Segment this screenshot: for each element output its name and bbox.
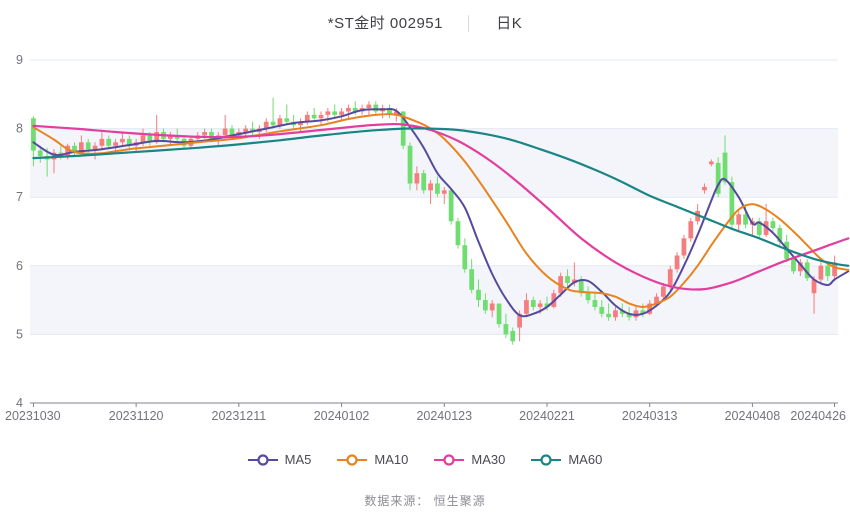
legend-item-ma10[interactable]: MA10 [337, 452, 408, 467]
svg-text:20240408: 20240408 [725, 409, 781, 423]
svg-text:20231030: 20231030 [5, 409, 61, 423]
x-axis [30, 402, 838, 407]
chart-title: *ST金时 002951 │ 日K [0, 12, 850, 33]
legend-label-ma5: MA5 [284, 452, 312, 467]
svg-text:20231211: 20231211 [212, 409, 267, 423]
ma5-marker-icon [247, 453, 278, 466]
x-axis-labels: 20231030 20231120 20231211 20240102 20240123… [5, 409, 846, 423]
svg-text:6: 6 [16, 259, 23, 273]
legend: MA5 MA10 MA30 MA60 [0, 452, 850, 467]
legend-item-ma30[interactable]: MA30 [434, 452, 505, 467]
legend-item-ma5[interactable]: MA5 [247, 452, 312, 467]
ma-line-ma60 [32, 127, 850, 267]
legend-label-ma10: MA10 [374, 452, 409, 467]
ma-line-ma5 [32, 108, 850, 318]
svg-text:5: 5 [16, 327, 23, 341]
title-separator: │ [464, 14, 475, 31]
svg-text:20240426: 20240426 [790, 409, 846, 423]
svg-text:20240102: 20240102 [314, 409, 370, 423]
legend-label-ma60: MA60 [568, 452, 603, 467]
stock-title: *ST金时 002951 [327, 15, 443, 32]
svg-text:7: 7 [16, 190, 23, 204]
gridlines [30, 59, 838, 335]
legend-item-ma60[interactable]: MA60 [531, 452, 602, 467]
svg-text:8: 8 [16, 122, 23, 136]
svg-text:20231120: 20231120 [109, 409, 164, 423]
ma-lines [32, 108, 850, 318]
svg-text:9: 9 [16, 53, 23, 67]
ma10-marker-icon [337, 453, 368, 466]
kline-chart[interactable]: 9 8 7 6 5 4 20231030 20231120 20231211 20240102 20… [0, 0, 850, 434]
ktype-label: 日K [496, 15, 523, 32]
grid-bands [30, 128, 838, 335]
svg-text:20240221: 20240221 [519, 409, 575, 423]
legend-label-ma30: MA30 [471, 452, 506, 467]
ma-line-ma30 [32, 122, 850, 291]
svg-text:20240313: 20240313 [622, 409, 678, 423]
y-axis-labels: 9 8 7 6 5 4 [16, 53, 23, 410]
data-source: 数据来源： 恒生聚源 [364, 494, 486, 508]
ma30-marker-icon [434, 453, 465, 466]
ma-line-ma10 [32, 113, 850, 309]
svg-text:4: 4 [16, 396, 23, 410]
ma60-marker-icon [531, 453, 562, 466]
svg-text:20240123: 20240123 [416, 409, 472, 423]
